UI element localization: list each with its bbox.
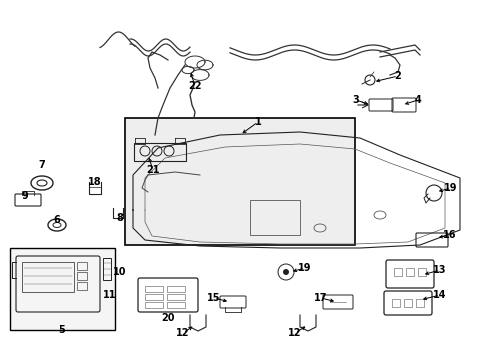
Text: 19: 19	[298, 263, 311, 273]
Bar	[145, 294, 163, 300]
Text: 12: 12	[287, 328, 301, 338]
Text: 6: 6	[54, 215, 60, 225]
Text: 9: 9	[21, 191, 28, 201]
Bar	[10, 248, 115, 330]
Bar	[415, 299, 423, 307]
Bar	[22, 262, 74, 292]
Text: 1: 1	[254, 117, 261, 127]
Circle shape	[283, 269, 288, 275]
Text: 17: 17	[314, 293, 327, 303]
Bar	[77, 272, 87, 280]
Text: 21: 21	[146, 165, 160, 175]
Text: 11: 11	[103, 290, 117, 300]
Bar	[167, 302, 184, 308]
Text: 3: 3	[352, 95, 359, 105]
Bar	[77, 262, 87, 270]
Bar	[167, 294, 184, 300]
Bar	[145, 302, 163, 308]
Bar	[417, 268, 425, 276]
Text: 20: 20	[161, 313, 174, 323]
Text: 13: 13	[432, 265, 446, 275]
Bar	[145, 286, 163, 292]
Text: 19: 19	[443, 183, 457, 193]
Bar	[391, 299, 399, 307]
Text: 2: 2	[394, 71, 401, 81]
Text: 10: 10	[113, 267, 126, 277]
Bar	[405, 268, 413, 276]
Text: 22: 22	[188, 81, 202, 91]
Text: 7: 7	[39, 160, 45, 170]
Bar	[167, 286, 184, 292]
Text: 14: 14	[432, 290, 446, 300]
Text: 4: 4	[414, 95, 421, 105]
Text: 16: 16	[442, 230, 456, 240]
Text: 18: 18	[88, 177, 102, 187]
Bar	[103, 258, 111, 280]
Bar	[393, 268, 401, 276]
Text: 8: 8	[116, 213, 123, 223]
Bar	[77, 282, 87, 290]
Bar	[249, 200, 299, 235]
Bar	[403, 299, 411, 307]
Bar	[125, 118, 354, 245]
Text: 5: 5	[59, 325, 65, 335]
Text: 15: 15	[207, 293, 220, 303]
Text: 12: 12	[176, 328, 189, 338]
